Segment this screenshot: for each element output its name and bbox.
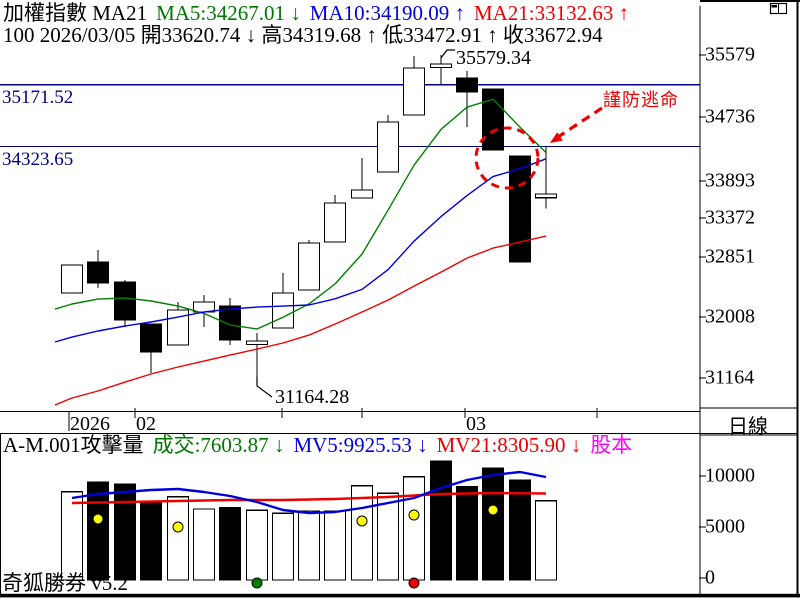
app-brand-version: 奇狐勝券 v5.2 — [2, 571, 128, 595]
header-ma21-value: MA21:33132.63 ↑ — [473, 1, 630, 25]
signal-dot — [408, 577, 420, 589]
candle-body — [271, 292, 295, 329]
volume-bar — [60, 491, 84, 581]
volume-bar — [429, 460, 453, 581]
ohlc-readout: 100 2026/03/05 開33620.74 ↓ 高34319.68 ↑ 低… — [3, 23, 603, 47]
ref-price-low-label: 34323.65 — [2, 149, 74, 170]
volhdr-mv5-value: MV5:9925.53 ↓ — [293, 433, 428, 457]
volume-axis-label: 0 — [705, 566, 715, 589]
volume-bar — [218, 507, 242, 581]
signal-dot — [408, 509, 420, 521]
mv21-line — [71, 491, 547, 505]
volume-bar — [350, 485, 374, 581]
volume-bar — [376, 492, 400, 581]
swing-low-label: 31164.28 — [275, 386, 350, 408]
signal-dot — [487, 504, 499, 516]
price-axis-label: 33372 — [705, 206, 755, 229]
x-axis-label: 2026 — [70, 413, 110, 435]
ma5-line — [54, 98, 547, 330]
candle-body — [481, 88, 505, 151]
candle-body — [218, 305, 242, 341]
ma21-line — [54, 235, 547, 406]
volume-bar — [192, 508, 216, 581]
volume-bar — [113, 483, 137, 581]
candle-body — [297, 242, 321, 291]
volhdr-capital-label: 股本 — [590, 433, 633, 457]
volume-bar — [271, 512, 295, 581]
volume-header-line: A-M.001攻擊量 成交:7603.87 ↓ MV5:9925.53 ↓ MV21:… — [3, 434, 641, 456]
volhdr-indicator-name: A-M.001攻擊量 — [3, 433, 144, 457]
header-title: 加權指數 MA21 — [3, 1, 148, 25]
ref-price-high-label: 35171.52 — [2, 87, 74, 108]
price-axis-label: 32851 — [705, 245, 755, 268]
volhdr-mv21-value: MV21:8305.90 ↓ — [436, 433, 582, 457]
volume-bar — [139, 501, 163, 581]
volume-bar — [508, 479, 532, 581]
candle-body — [534, 193, 558, 199]
mv5-line — [71, 470, 547, 515]
price-axis-label: 35579 — [705, 43, 755, 66]
candle-body — [86, 261, 110, 284]
price-axis-label: 34736 — [705, 105, 755, 128]
candle-body — [350, 189, 374, 199]
candle-body — [455, 77, 479, 93]
candle-body — [245, 340, 269, 346]
warning-annotation: 謹防逃命 — [603, 90, 679, 110]
warning-arrow-shaft — [557, 106, 603, 139]
period-selector-daily[interactable]: 日線 — [728, 416, 768, 438]
low-pointer-line — [256, 377, 273, 398]
volume-bar — [481, 467, 505, 581]
volume-bar — [166, 496, 190, 581]
price-axis-label: 31164 — [705, 366, 755, 389]
price-axis-label: 32008 — [705, 305, 755, 328]
candle-body — [429, 63, 453, 69]
candle-body — [166, 309, 190, 346]
price-axis-label: 33893 — [705, 169, 755, 192]
volume-bar — [455, 486, 479, 581]
bottom-window-edge — [0, 593, 800, 598]
signal-dot — [356, 515, 368, 527]
main-header-line1: 加權指數 MA21 MA5:34267.01 ↓ MA10:34190.09 ↑ MA… — [3, 2, 638, 24]
volume-bar — [402, 476, 426, 581]
candle-body — [402, 67, 426, 116]
x-axis-label: 02 — [136, 413, 156, 435]
x-axis-label: 03 — [466, 413, 486, 435]
swing-high-label: 35579.34 — [456, 47, 531, 69]
header-ma5-value: MA5:34267.01 ↓ — [156, 1, 301, 25]
candle-body — [139, 323, 163, 353]
candle-body — [508, 155, 532, 263]
candle-body — [323, 202, 347, 243]
volume-bar — [323, 510, 347, 581]
ma10-line — [54, 158, 547, 343]
volhdr-turnover-value: 成交:7603.87 ↓ — [152, 433, 285, 457]
candle-body — [60, 264, 84, 294]
volume-bar — [297, 510, 321, 581]
candle-body — [113, 281, 137, 321]
volume-bar — [534, 500, 558, 581]
volume-axis-label: 10000 — [705, 464, 755, 487]
warning-arrow-head — [550, 132, 563, 143]
window-split-icon-bar — [771, 5, 777, 8]
signal-dot — [92, 513, 104, 525]
header-ma10-value: MA10:34190.09 ↑ — [309, 1, 465, 25]
volume-bar — [245, 509, 269, 581]
volume-bar — [86, 481, 110, 581]
volume-axis-label: 5000 — [705, 515, 745, 538]
high-pointer-line — [440, 49, 455, 59]
signal-dot — [172, 521, 184, 533]
candle-body — [376, 121, 400, 173]
signal-dot — [251, 577, 263, 589]
warning-circle — [474, 126, 540, 190]
